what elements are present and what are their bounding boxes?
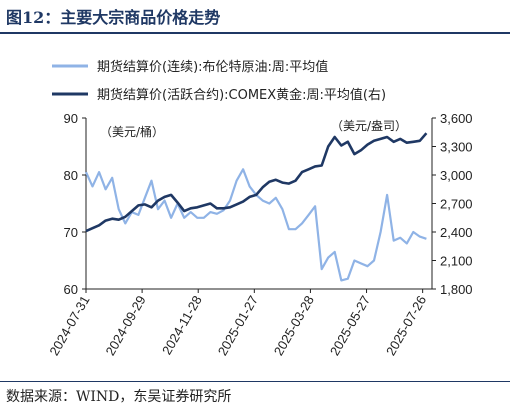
source-rule: [0, 381, 510, 382]
chart: 期货结算价(连续):布伦特原油:周:平均值 期货结算价(活跃合约):COMEX黄…: [46, 59, 472, 358]
series-line-brent: [84, 168, 427, 282]
left-tick-label: 60: [64, 282, 78, 297]
right-tick-label: 2,400: [440, 225, 473, 240]
source-note: 数据来源：WIND，东吴证券研究所: [6, 389, 232, 405]
x-tick-label: 2025-01-27: [215, 293, 261, 358]
figure-title: 图12：主要大宗商品价格走势: [6, 8, 221, 27]
x-tick-label: 2024-11-28: [159, 293, 205, 357]
right-tick-label: 3,300: [440, 140, 473, 155]
x-tick-label: 2024-07-31: [46, 293, 92, 358]
left-tick-label: 70: [64, 225, 78, 240]
x-tick-label: 2025-03-28: [271, 293, 317, 358]
legend-label-brent: 期货结算价(连续):布伦特原油:周:平均值: [97, 59, 328, 75]
unit-labels: （美元/桶） （美元/盎司）: [100, 119, 407, 139]
right-axis-unit-label: （美元/盎司）: [331, 119, 407, 133]
plot-lines: [84, 132, 428, 282]
right-tick-label: 2,700: [440, 197, 473, 212]
right-tick-label: 3,600: [440, 111, 473, 126]
legend: 期货结算价(连续):布伦特原油:周:平均值 期货结算价(活跃合约):COMEX黄…: [52, 59, 386, 103]
x-tick-label: 2025-07-26: [383, 293, 429, 358]
left-tick-label: 80: [64, 168, 78, 183]
x-tick-label: 2025-05-27: [327, 293, 373, 358]
legend-label-comex: 期货结算价(活跃合约):COMEX黄金:周:平均值(右): [97, 87, 386, 103]
right-tick-label: 1,800: [440, 282, 473, 297]
left-axis-unit-label: （美元/桶）: [100, 124, 164, 139]
right-tick-label: 2,100: [440, 254, 473, 269]
left-tick-label: 90: [64, 111, 78, 126]
title-rule: [0, 32, 510, 34]
axes: 60 70 80 90 1,800 2,100 2,400 2,700 3,000 3,300 3,…: [46, 111, 472, 358]
right-tick-label: 3,000: [440, 168, 473, 183]
x-tick-label: 2024-09-29: [102, 293, 148, 358]
series-line-comex: [85, 132, 428, 233]
